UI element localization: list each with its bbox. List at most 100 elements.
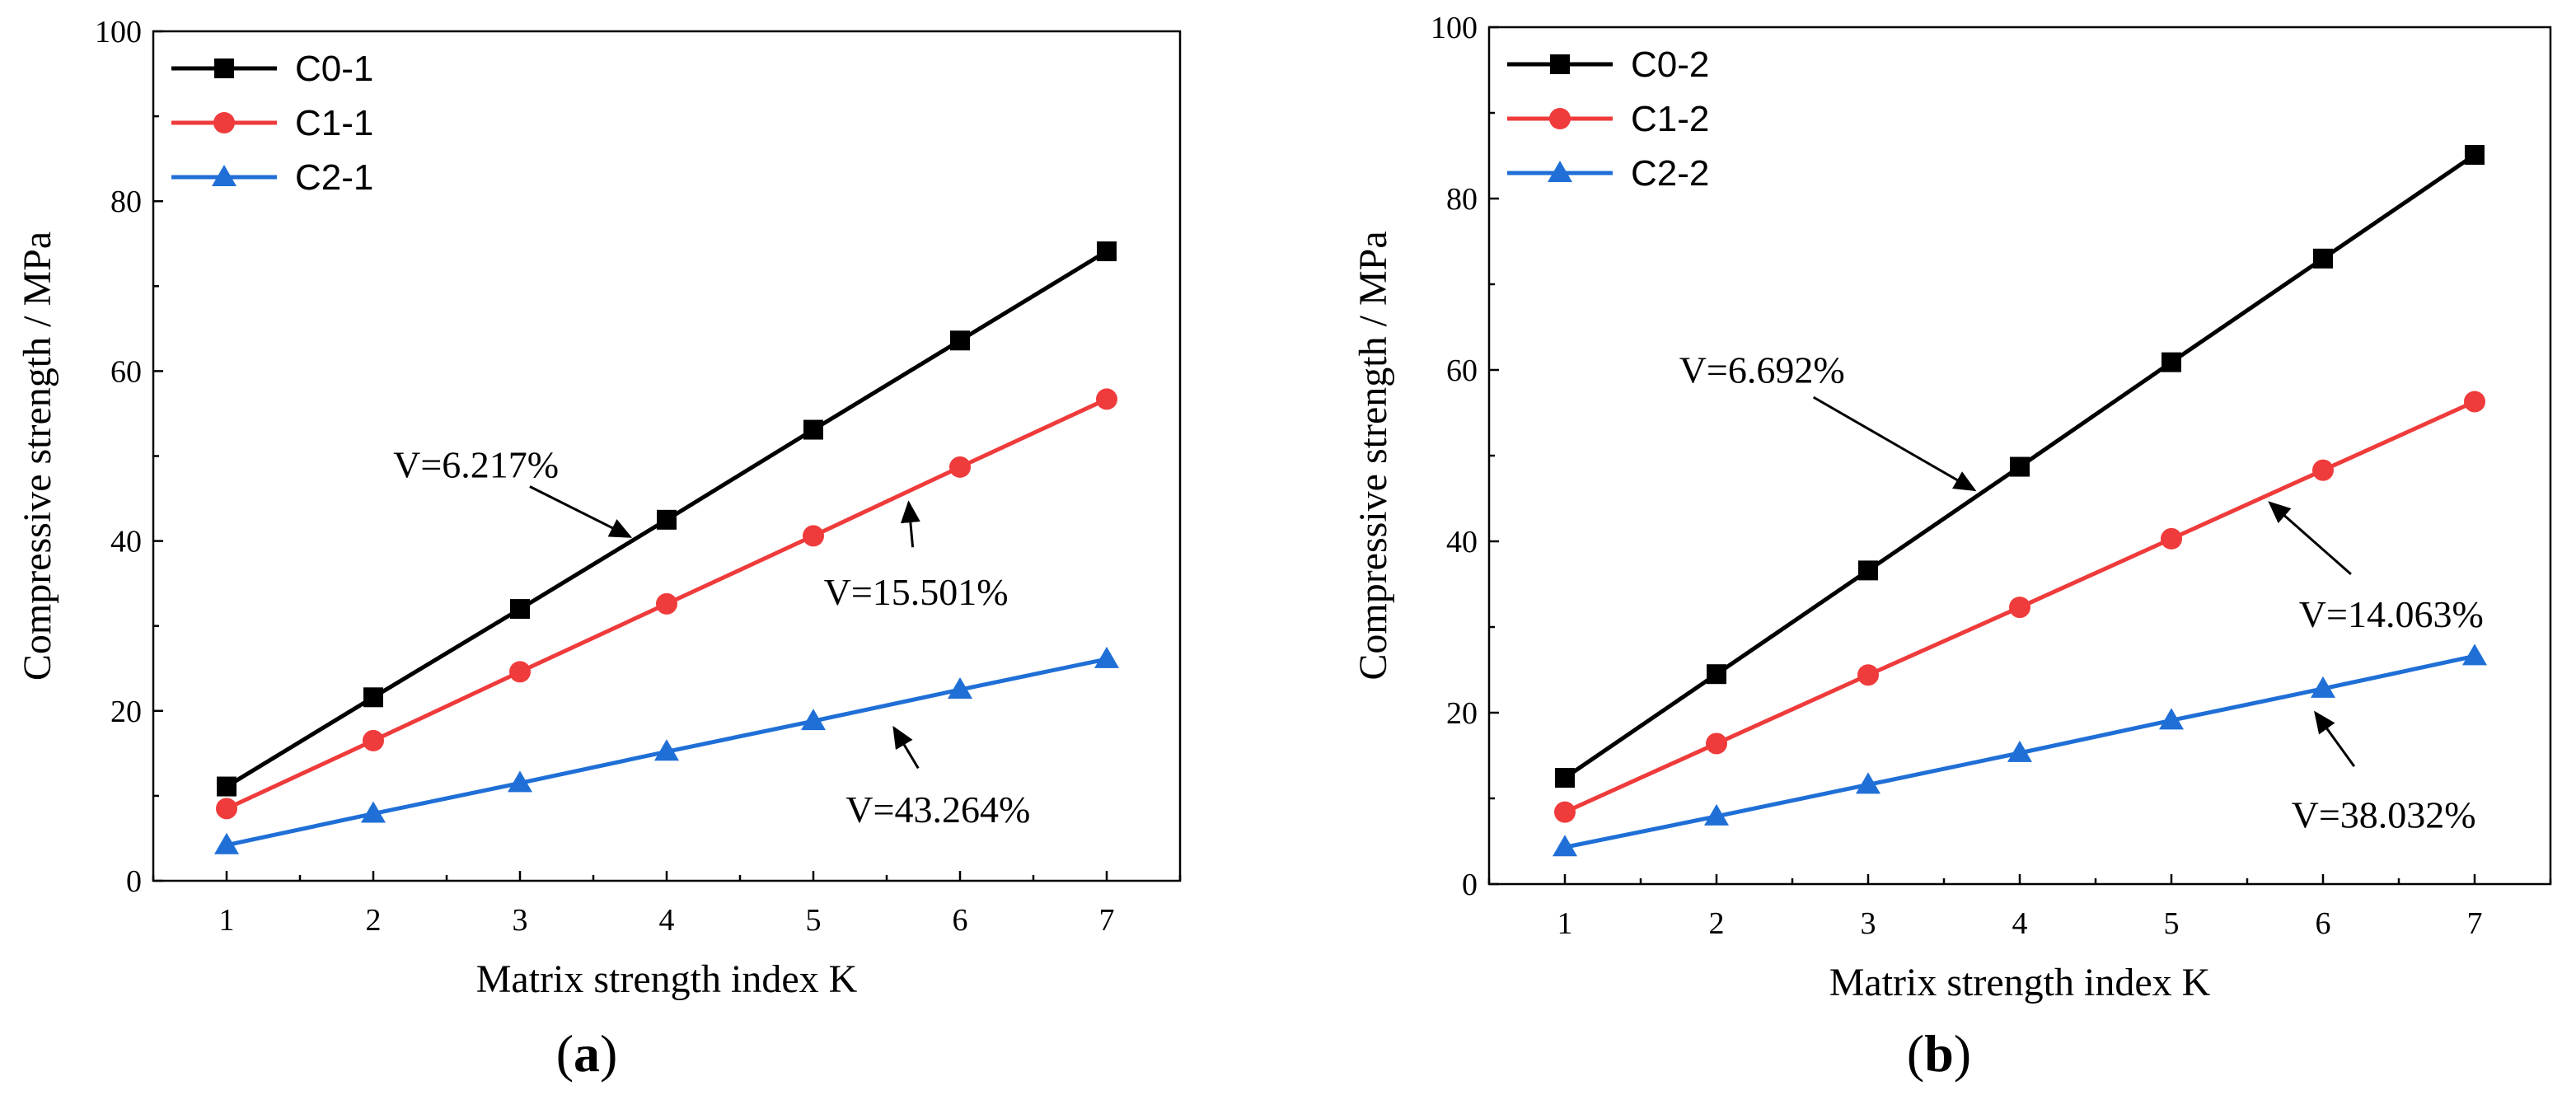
- annotation-0: V=6.217%: [393, 443, 633, 538]
- data-point: [1858, 560, 1878, 581]
- data-point: [361, 801, 386, 823]
- series-C1-2: [1554, 391, 2485, 823]
- data-point: [1706, 732, 1727, 755]
- data-point: [1857, 664, 1879, 686]
- x-tick-label: 3: [1861, 906, 1876, 941]
- legend-label: C0-2: [1631, 44, 1709, 85]
- y-tick-label: 80: [1446, 182, 1478, 217]
- x-tick-label: 5: [2164, 906, 2180, 941]
- x-axis-label: Matrix strength index K: [476, 957, 858, 1001]
- x-tick-label: 1: [219, 903, 235, 938]
- series-C0-2: [1555, 144, 2485, 788]
- x-tick-label: 1: [1557, 906, 1573, 941]
- annotation-arrow: [2314, 710, 2356, 768]
- data-point: [2009, 597, 2030, 619]
- legend-label: C1-2: [1631, 99, 1709, 139]
- x-tick-label: 4: [2012, 906, 2028, 941]
- legend-label: C1-1: [295, 103, 373, 143]
- y-tick-label: 80: [110, 185, 142, 219]
- x-tick-label: 7: [2467, 906, 2483, 941]
- data-point: [2462, 643, 2487, 666]
- x-tick-label: 4: [659, 903, 675, 938]
- annotation-arrow: [529, 485, 633, 538]
- data-point: [2312, 459, 2334, 481]
- data-point: [2010, 456, 2030, 477]
- annotation-arrow: [892, 725, 920, 770]
- x-tick-label: 5: [806, 903, 822, 938]
- legend-item: C0-1: [171, 49, 373, 89]
- x-tick-label: 2: [1709, 906, 1725, 941]
- data-point: [1096, 388, 1117, 410]
- chart-panel-a: 0 20 40 60 80 100 1 2 3 4 5 6 7 Matrix strength index…: [16, 15, 1182, 1083]
- data-point: [1704, 803, 1729, 826]
- y-tick-label: 0: [1462, 868, 1478, 902]
- data-point: [1554, 801, 1576, 823]
- series-C0-1: [217, 241, 1117, 797]
- legend-item: C0-2: [1507, 44, 1709, 85]
- y-tick-label: 20: [110, 695, 142, 729]
- data-point: [950, 330, 970, 351]
- annotation-1: V=15.501%: [824, 500, 1009, 613]
- data-point: [2464, 391, 2485, 413]
- data-point: [2159, 708, 2184, 730]
- legend-marker: [212, 165, 237, 186]
- data-point: [1097, 241, 1117, 262]
- data-point: [1094, 646, 1119, 668]
- data-point: [1856, 772, 1880, 794]
- annotation-arrow: [900, 500, 920, 548]
- annotation-1: V=14.063%: [2268, 501, 2484, 635]
- data-point: [509, 661, 531, 683]
- data-point: [216, 798, 237, 820]
- legend: C0-1 C1-1 C2-1: [171, 49, 373, 198]
- legend-item: C1-2: [1507, 99, 1709, 139]
- legend-item: C2-1: [171, 157, 373, 198]
- data-point: [363, 687, 383, 708]
- data-point: [2007, 740, 2032, 762]
- legend-marker: [214, 58, 234, 78]
- annotation-text: V=43.264%: [845, 788, 1030, 831]
- annotation-text: V=15.501%: [824, 571, 1009, 613]
- legend-item: C2-2: [1507, 153, 1709, 194]
- x-tick-label: 3: [513, 903, 528, 938]
- data-point: [217, 776, 237, 797]
- y-axis-label: Compressive strength / MPa: [16, 232, 59, 681]
- legend-marker: [1549, 108, 1571, 129]
- y-tick-label: 100: [1431, 11, 1478, 45]
- data-point: [363, 729, 384, 751]
- data-point: [214, 832, 239, 854]
- legend-marker: [1550, 54, 1570, 74]
- y-tick-label: 100: [95, 15, 142, 49]
- y-axis-label: Compressive strength / MPa: [1351, 231, 1395, 680]
- chart-panel-b: 0 20 40 60 80 100 1 2 3 4 5 6 7 Matrix strength index…: [1351, 11, 2552, 1083]
- panel-label: (b): [1907, 1024, 1971, 1083]
- data-point: [948, 677, 972, 700]
- data-point: [803, 525, 824, 547]
- x-tick-label: 7: [1099, 903, 1115, 938]
- legend-item: C1-1: [171, 103, 373, 143]
- series-C2-1: [214, 646, 1119, 854]
- annotation-2: V=38.032%: [2292, 710, 2476, 835]
- series-C1-1: [216, 388, 1117, 820]
- y-tick-label: 40: [1446, 525, 1478, 559]
- data-point: [801, 709, 826, 731]
- data-point: [949, 456, 971, 478]
- data-point: [2161, 352, 2181, 372]
- x-tick-label: 6: [2316, 906, 2331, 941]
- y-tick-label: 20: [1446, 696, 1478, 731]
- annotation-0: V=6.692%: [1679, 349, 1977, 492]
- legend-marker: [213, 112, 235, 133]
- annotation-text: V=14.063%: [2299, 593, 2484, 635]
- legend-marker: [1548, 161, 1572, 182]
- data-point: [654, 739, 679, 761]
- y-tick-label: 40: [110, 525, 142, 559]
- x-tick-label: 2: [366, 903, 382, 938]
- annotation-text: V=38.032%: [2292, 793, 2476, 835]
- y-tick-label: 60: [1446, 353, 1478, 388]
- annotation-text: V=6.692%: [1679, 349, 1845, 391]
- series-C2-2: [1553, 643, 2487, 857]
- legend: C0-2 C1-2 C2-2: [1507, 44, 1709, 194]
- data-point: [657, 509, 677, 530]
- data-point: [1707, 664, 1726, 685]
- data-point: [1553, 835, 1577, 857]
